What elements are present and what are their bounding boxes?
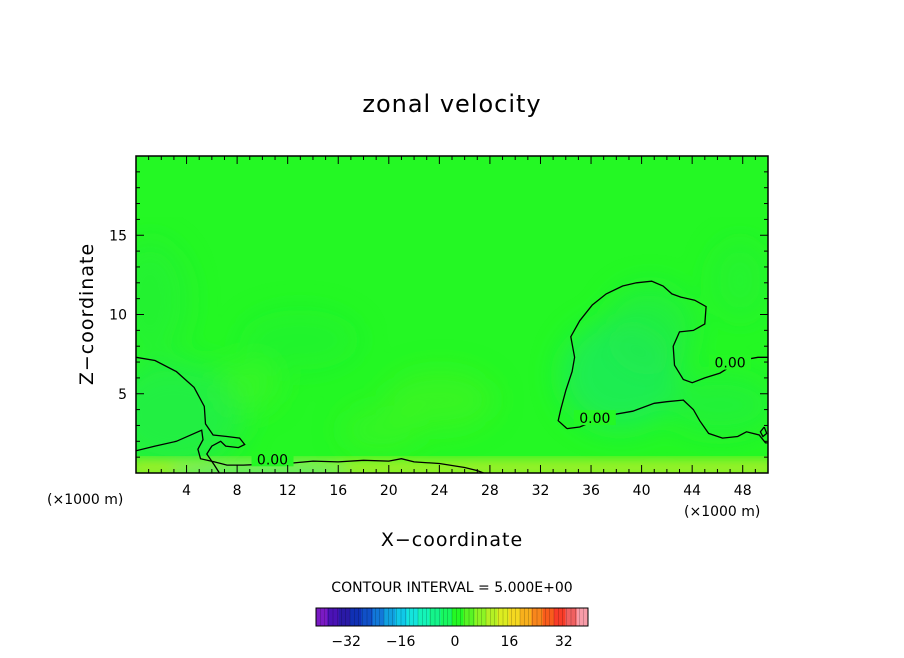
colorbar-segment <box>418 608 430 626</box>
contour-labels: 0.00 0.00 0.00 <box>251 354 752 468</box>
x-tick-label: 36 <box>582 483 600 499</box>
x-tick-label: 8 <box>233 483 242 499</box>
plot-area <box>136 156 768 473</box>
colorbar-segment <box>395 608 408 626</box>
x-unit-label-left: (×1000 m) <box>47 492 123 508</box>
colorbar-segment <box>576 608 589 626</box>
colorbar-segment <box>406 608 419 626</box>
colorbar-segment <box>316 608 328 626</box>
contour-label: 0.00 <box>579 411 610 427</box>
x-tick-label: 24 <box>430 483 448 499</box>
colorbar-segment <box>372 608 385 626</box>
x-tick-label: 16 <box>329 483 347 499</box>
colorbar-segment <box>542 608 555 626</box>
colorbar-segment <box>350 608 362 626</box>
contour-label-gap <box>251 451 294 467</box>
contour-line <box>759 426 768 438</box>
x-axis-ticks: 4 8 12 16 20 24 28 32 36 40 44 48 <box>148 156 756 499</box>
contour-line <box>136 356 246 473</box>
contour-label-gap <box>709 354 752 370</box>
contour-interval-label: CONTOUR INTERVAL = 5.000E+00 <box>331 580 572 596</box>
colorbar-segment <box>338 608 351 626</box>
colorbar-segment <box>327 608 340 626</box>
x-tick-label: 20 <box>380 483 398 499</box>
y-axis-label: Z−coordinate <box>76 243 98 385</box>
colorbar <box>315 607 589 627</box>
colorbar-frame <box>315 607 589 627</box>
contour-line <box>557 280 768 430</box>
x-tick-label: 48 <box>734 483 752 499</box>
x-unit-label-right: (×1000 m) <box>684 504 760 520</box>
colorbar-segment <box>508 608 521 626</box>
contour-label: 0.00 <box>257 452 288 468</box>
contour-line <box>566 399 768 444</box>
x-tick-label: 32 <box>532 483 550 499</box>
colorbar-segment <box>565 608 578 626</box>
colorbar-segment <box>486 608 498 626</box>
colorbar-segment <box>497 608 510 626</box>
x-tick-label: 28 <box>481 483 499 499</box>
colorbar-tick-label: 16 <box>500 634 518 650</box>
chart-title: zonal velocity <box>362 90 541 118</box>
colorbar-segment <box>554 608 566 626</box>
colorbar-segment <box>361 608 374 626</box>
colorbar-segment <box>384 608 396 626</box>
y-tick-label: 10 <box>109 308 127 324</box>
colorbar-ticks: −32 −16 0 16 32 <box>331 634 572 650</box>
colorbar-segment <box>452 608 464 626</box>
colorbar-tick-label: −32 <box>331 634 361 650</box>
colorbar-tick-label: −16 <box>386 634 416 650</box>
colorbar-segment <box>474 608 487 626</box>
contour-label-gap <box>573 410 616 426</box>
y-tick-label: 5 <box>118 387 127 403</box>
colorbar-tick-label: 0 <box>451 634 460 650</box>
x-tick-label: 44 <box>683 483 701 499</box>
contour-label: 0.00 <box>714 356 745 372</box>
colorbar-segment <box>440 608 453 626</box>
colorbar-segment <box>429 608 442 626</box>
x-tick-label: 4 <box>182 483 191 499</box>
colorbar-tick-label: 32 <box>555 634 573 650</box>
colorbar-segment <box>531 608 544 626</box>
x-axis-label: X−coordinate <box>381 529 523 551</box>
surface-layer <box>136 458 768 473</box>
y-axis-ticks: 5 10 15 <box>109 171 768 458</box>
colorbar-segment <box>463 608 476 626</box>
x-tick-label: 12 <box>279 483 297 499</box>
y-tick-label: 15 <box>109 228 127 244</box>
colorbar-segment <box>520 608 532 626</box>
x-tick-label: 40 <box>633 483 651 499</box>
